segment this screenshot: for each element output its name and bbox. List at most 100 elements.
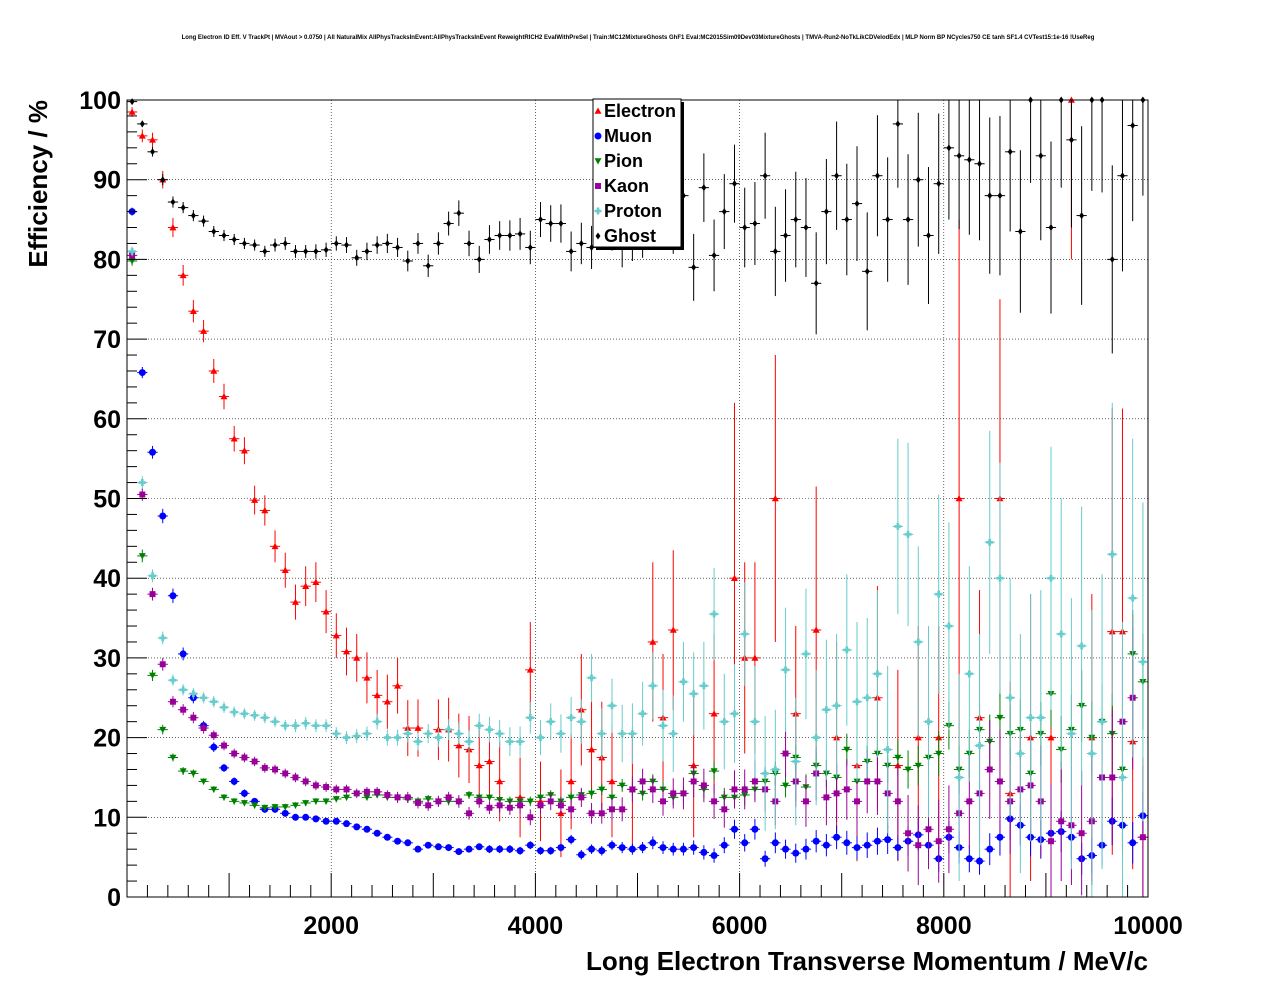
data-point [353, 732, 361, 740]
data-point [609, 806, 615, 813]
data-point [966, 156, 972, 164]
data-point [189, 770, 197, 777]
data-point [230, 708, 238, 716]
data-point [363, 794, 371, 801]
data-point [210, 786, 218, 793]
data-point [221, 742, 227, 749]
series-proton [127, 246, 1148, 897]
legend-marker-proton [594, 207, 602, 215]
data-point [915, 176, 921, 184]
data-point [220, 764, 228, 772]
legend-label-muon: Muon [604, 126, 652, 146]
data-point [567, 836, 575, 844]
data-point [711, 798, 718, 805]
data-point [782, 845, 790, 853]
data-point [169, 224, 177, 231]
data-point [159, 661, 166, 668]
data-point [445, 844, 453, 852]
data-point [843, 646, 851, 654]
data-point [690, 778, 697, 785]
data-point [240, 447, 248, 454]
data-point [476, 255, 482, 263]
data-point [1067, 730, 1075, 738]
data-point [282, 770, 289, 777]
data-point [425, 262, 431, 270]
data-point [1058, 818, 1065, 825]
data-point [211, 228, 217, 236]
data-point [373, 829, 381, 837]
data-point [465, 845, 473, 853]
data-point [997, 192, 1003, 200]
data-point [159, 512, 167, 520]
data-point [904, 530, 912, 538]
y-tick-label: 70 [93, 326, 121, 354]
data-point [332, 796, 340, 803]
data-point [526, 798, 534, 805]
data-point [914, 762, 922, 769]
data-point [475, 761, 483, 769]
data-point [312, 815, 320, 823]
data-point [312, 798, 320, 805]
data-point [649, 786, 656, 793]
data-point [1139, 658, 1147, 666]
data-point [925, 826, 932, 833]
data-point [363, 788, 370, 795]
data-point [1007, 148, 1013, 156]
series-layer [127, 96, 1148, 897]
data-point [526, 714, 534, 722]
y-axis-title: Efficiency / % [23, 100, 53, 268]
data-point [404, 730, 412, 738]
data-point [138, 479, 146, 487]
data-point [332, 817, 340, 825]
data-point [548, 220, 554, 228]
data-point [710, 768, 718, 775]
data-point [557, 844, 565, 852]
data-point [405, 257, 411, 265]
data-point [884, 746, 892, 754]
data-point [128, 247, 136, 255]
legend-label-electron: Electron [604, 101, 676, 121]
data-point [874, 778, 881, 785]
data-point [200, 778, 208, 785]
data-point [1079, 212, 1085, 220]
data-point [343, 648, 351, 655]
data-point [843, 839, 851, 847]
data-point [394, 794, 401, 801]
data-point [639, 710, 647, 718]
data-point [415, 799, 421, 806]
data-point [639, 844, 647, 852]
data-point [404, 794, 411, 801]
data-point [854, 798, 860, 805]
data-point [261, 764, 268, 771]
data-point [506, 845, 514, 853]
data-point [466, 239, 472, 247]
data-point [302, 778, 309, 785]
data-point [822, 841, 830, 849]
data-point [589, 243, 595, 251]
data-point [485, 794, 493, 801]
data-point [332, 730, 340, 738]
axis-ticks: 0 10 20 30 40 50 60 70 80 90 100 2000 4000 6000 8000 10… [79, 87, 1182, 940]
data-point [383, 698, 391, 705]
legend-box [592, 98, 682, 248]
data-point [455, 730, 463, 738]
data-point [1037, 714, 1045, 722]
data-point [333, 239, 339, 247]
data-point [782, 782, 790, 789]
data-point [322, 722, 330, 730]
data-point [691, 263, 697, 271]
data-point [730, 825, 738, 833]
data-point [159, 726, 167, 734]
data-point [404, 839, 412, 847]
data-point [710, 710, 718, 717]
data-point [701, 184, 707, 192]
data-point [731, 786, 738, 793]
y-tick-label: 50 [93, 486, 121, 514]
data-point [894, 754, 902, 762]
data-point [751, 778, 758, 785]
data-point [220, 392, 228, 400]
data-point [485, 726, 493, 734]
data-point [210, 698, 218, 706]
data-point [149, 672, 157, 679]
data-point [281, 566, 289, 574]
